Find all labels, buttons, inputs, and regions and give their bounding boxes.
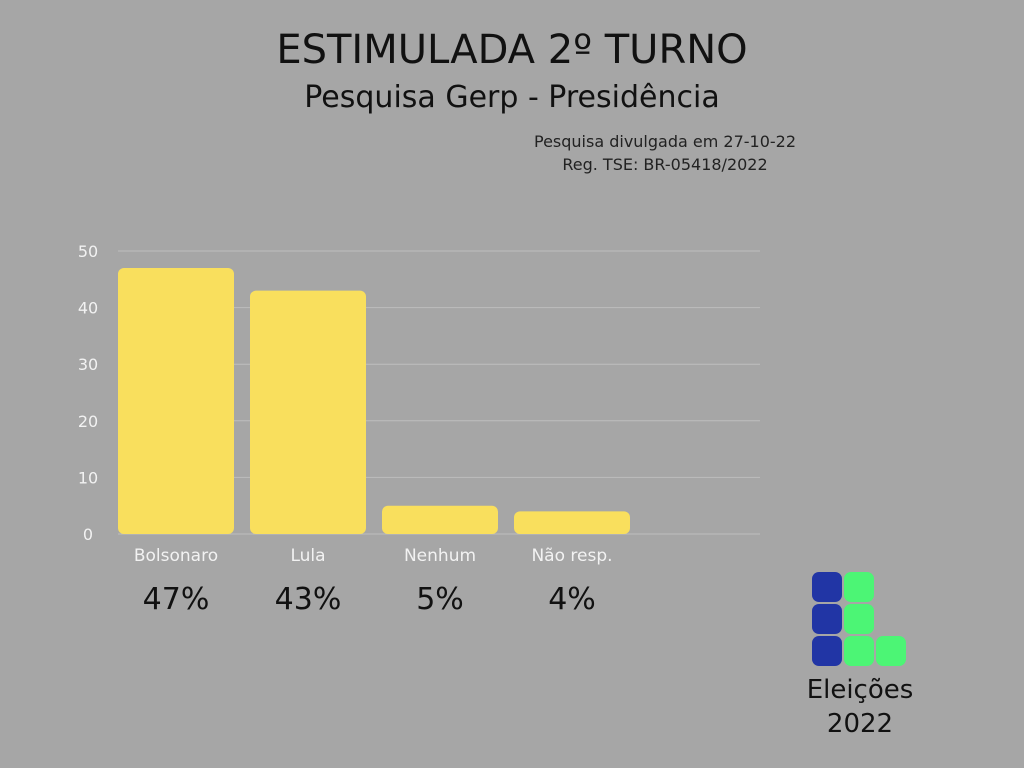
logo-label-year: 2022 xyxy=(826,709,894,739)
value-label: 5% xyxy=(416,582,464,617)
logo-blue-square xyxy=(812,604,842,634)
logo-green-square xyxy=(876,636,906,666)
logo-green-square xyxy=(844,572,874,602)
y-tick-label: 40 xyxy=(78,299,98,318)
logo-green-square xyxy=(844,636,874,666)
x-category-label: Nenhum xyxy=(404,546,476,566)
bar-n-o-resp xyxy=(514,511,630,534)
chart-subtitle: Pesquisa Gerp - Presidência xyxy=(304,80,720,115)
bar-lula xyxy=(250,290,366,534)
chart-title: ESTIMULADA 2º TURNO xyxy=(276,27,748,73)
y-tick-label: 30 xyxy=(78,355,98,374)
logo-blue-square xyxy=(812,572,842,602)
bar-bolsonaro xyxy=(118,267,234,534)
x-category-label: Não resp. xyxy=(531,546,612,566)
logo-green-square xyxy=(844,604,874,634)
value-label: 4% xyxy=(548,582,596,617)
y-tick-label: 20 xyxy=(78,412,98,431)
tse-registration-note: Reg. TSE: BR-05418/2022 xyxy=(562,155,768,174)
logo-label-eleicoes: Eleições xyxy=(806,675,914,705)
value-label: 47% xyxy=(142,582,210,617)
bar-nenhum xyxy=(382,505,498,534)
logo-blue-square xyxy=(812,636,842,666)
x-category-label: Lula xyxy=(290,546,325,566)
y-tick-label: 0 xyxy=(83,525,93,544)
eleicoes-2022-logo: Eleições 2022 xyxy=(796,570,924,750)
x-category-label: Bolsonaro xyxy=(134,546,218,566)
y-tick-label: 10 xyxy=(78,468,98,487)
y-tick-label: 50 xyxy=(78,242,98,261)
value-label: 43% xyxy=(274,582,342,617)
release-date-note: Pesquisa divulgada em 27-10-22 xyxy=(533,132,797,151)
